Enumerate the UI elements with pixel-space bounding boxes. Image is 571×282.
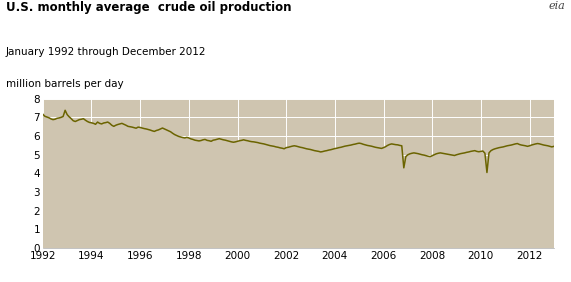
Text: eia: eia xyxy=(549,1,565,11)
Text: U.S. monthly average  crude oil production: U.S. monthly average crude oil productio… xyxy=(6,1,291,14)
Text: million barrels per day: million barrels per day xyxy=(6,79,123,89)
Text: January 1992 through December 2012: January 1992 through December 2012 xyxy=(6,47,206,56)
